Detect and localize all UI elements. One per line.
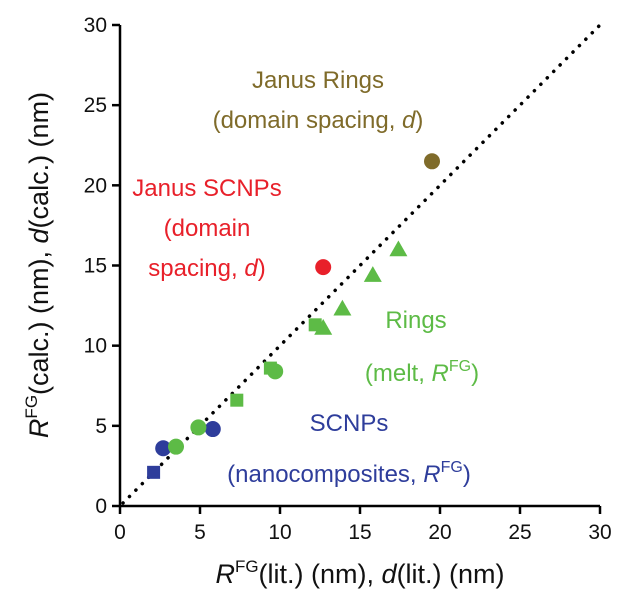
y-axis: 0 5 10 15 20 25 30 bbox=[84, 14, 122, 518]
annotation-scnps-line1: SCNPs bbox=[310, 410, 389, 437]
x-tick-label: 0 bbox=[114, 521, 126, 544]
annotation-scnps: SCNPs (nanocomposites, RFG) bbox=[227, 410, 471, 488]
x-tick-label: 5 bbox=[194, 521, 206, 544]
data-point-circle bbox=[155, 440, 172, 457]
annotation-janus-rings-line2-pre: (domain spacing, bbox=[213, 107, 402, 134]
annotation-janus-scnps-line1: Janus SCNPs bbox=[132, 175, 281, 202]
y-tick-label: 15 bbox=[84, 255, 107, 278]
x-axis: 0 5 10 15 20 25 30 bbox=[114, 504, 612, 544]
x-tick-label: 15 bbox=[348, 521, 371, 544]
annotation-janus-scnps-line3-post: ) bbox=[258, 255, 266, 282]
reference-diagonal-line bbox=[121, 23, 602, 505]
y-tick-label: 0 bbox=[95, 495, 107, 518]
data-point-square bbox=[263, 361, 277, 375]
x-axis-title-rest2: (lit.) (nm) bbox=[397, 559, 505, 589]
x-axis-title-rest1: (lit.) (nm), bbox=[259, 559, 382, 589]
x-tick-label: 20 bbox=[428, 521, 451, 544]
y-tick-label: 20 bbox=[84, 174, 107, 197]
data-point-triangle bbox=[363, 266, 382, 282]
data-point-circle bbox=[315, 259, 332, 276]
annotation-rings-line2-post: ) bbox=[471, 360, 479, 387]
x-axis-title-main: R bbox=[215, 559, 235, 589]
y-tick-label: 5 bbox=[95, 415, 107, 438]
data-point-circle bbox=[190, 419, 207, 436]
y-axis-title-italic: d bbox=[24, 227, 54, 243]
y-axis-title-main: R bbox=[24, 419, 54, 439]
annotation-janus-rings-line1: Janus Rings bbox=[252, 67, 384, 94]
y-tick-label: 25 bbox=[84, 94, 107, 117]
annotation-rings-line2: (melt, RFG) bbox=[365, 358, 479, 387]
data-point-circle bbox=[424, 153, 440, 170]
data-point-square bbox=[147, 465, 161, 479]
annotation-janus-scnps: Janus SCNPs (domain spacing, d) bbox=[132, 175, 281, 282]
annotation-rings-line2-italic: R bbox=[432, 360, 449, 387]
annotation-janus-rings-line2: (domain spacing, d) bbox=[213, 107, 424, 134]
x-axis-title: RFG(lit.) (nm), d(lit.) (nm) bbox=[215, 557, 504, 589]
x-axis-title-italic: d bbox=[382, 559, 398, 589]
y-axis-title-rest2: (calc.) (nm) bbox=[24, 92, 54, 229]
y-axis-title-sup: FG bbox=[22, 395, 41, 419]
annotation-rings: Rings (melt, RFG) bbox=[365, 307, 479, 387]
annotation-scnps-line2: (nanocomposites, RFG) bbox=[227, 459, 471, 488]
x-tick-label: 10 bbox=[268, 521, 291, 544]
x-tick-label: 25 bbox=[508, 521, 531, 544]
data-point-circle bbox=[204, 421, 221, 438]
annotation-janus-rings: Janus Rings (domain spacing, d) bbox=[213, 67, 424, 134]
annotation-scnps-line2-post: ) bbox=[463, 461, 471, 488]
annotation-scnps-line2-pre: (nanocomposites, bbox=[227, 461, 423, 488]
data-point-square bbox=[230, 393, 244, 407]
annotation-janus-scnps-line3-pre: spacing, bbox=[148, 255, 244, 282]
annotation-rings-line2-sup: FG bbox=[449, 358, 471, 375]
annotation-janus-scnps-line2: (domain bbox=[164, 215, 251, 242]
annotation-janus-rings-line2-italic: d bbox=[402, 107, 416, 134]
data-point-triangle bbox=[389, 240, 408, 257]
annotation-janus-scnps-line3-italic: d bbox=[244, 255, 258, 282]
y-tick-label: 30 bbox=[84, 14, 107, 37]
annotation-rings-line1: Rings bbox=[385, 307, 446, 334]
x-axis-title-sup: FG bbox=[235, 557, 259, 576]
y-axis-title: RFG(calc.) (nm), d(calc.) (nm) bbox=[22, 92, 54, 438]
data-points bbox=[147, 153, 440, 479]
x-tick-label: 30 bbox=[588, 521, 611, 544]
y-axis-title-rest1: (calc.) (nm), bbox=[24, 243, 54, 395]
annotation-janus-rings-line2-post: ) bbox=[415, 107, 423, 134]
data-point-triangle bbox=[333, 299, 352, 316]
data-point-triangle bbox=[314, 319, 333, 335]
y-tick-label: 10 bbox=[84, 335, 107, 358]
annotation-scnps-line2-sup: FG bbox=[441, 459, 463, 476]
annotation-janus-scnps-line3: spacing, d) bbox=[148, 255, 265, 282]
data-point-circle bbox=[168, 438, 184, 455]
annotation-rings-line2-pre: (melt, bbox=[365, 360, 432, 387]
annotation-scnps-line2-italic: R bbox=[423, 461, 440, 488]
